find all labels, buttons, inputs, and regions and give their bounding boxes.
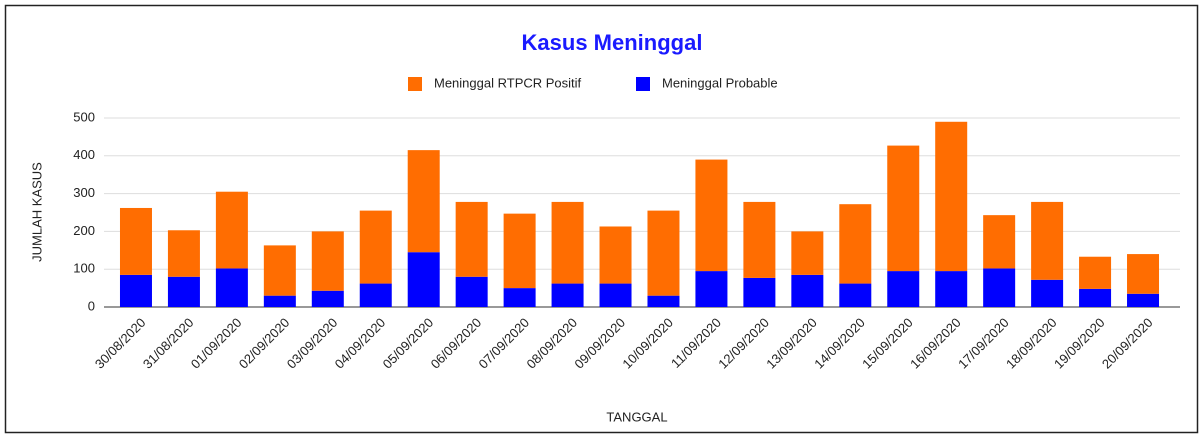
y-tick-label: 100 [73, 261, 95, 276]
bar-segment [887, 271, 920, 307]
bar-segment [551, 283, 584, 307]
bar-segment [1031, 279, 1064, 307]
bar-segment [1079, 288, 1112, 307]
bar-segment [359, 210, 392, 284]
bar-segment [119, 274, 152, 307]
bar-segment [743, 201, 776, 278]
bar-segment [119, 207, 152, 275]
x-axis-label: TANGGAL [606, 409, 667, 424]
bar-segment [455, 276, 488, 307]
bar-segment [263, 245, 296, 296]
bar-segment [311, 231, 344, 291]
y-tick-label: 0 [88, 298, 95, 313]
legend-swatch [636, 77, 650, 91]
bar-segment [647, 295, 680, 307]
bar-segment [695, 159, 728, 272]
legend-swatch [408, 77, 422, 91]
bar-segment [647, 210, 680, 296]
bar-segment [1127, 293, 1160, 307]
legend-label: Meninggal RTPCR Positif [434, 75, 582, 90]
bar-segment [311, 290, 344, 307]
y-tick-label: 300 [73, 185, 95, 200]
bar-segment [935, 121, 968, 272]
bar-segment [1127, 254, 1160, 294]
bar-segment [983, 268, 1016, 307]
bar-segment [791, 274, 824, 307]
bar-segment [503, 213, 536, 289]
bar-segment [599, 283, 632, 307]
bar-segment [215, 191, 248, 269]
bar-segment [1031, 201, 1064, 280]
frame [4, 4, 1199, 434]
legend-label: Meninggal Probable [662, 75, 778, 90]
bar-segment [743, 277, 776, 307]
bar-segment [455, 201, 488, 277]
bar-segment [935, 271, 968, 307]
bar-segment [599, 226, 632, 284]
y-tick-label: 200 [73, 223, 95, 238]
bar-segment [359, 283, 392, 307]
y-tick-label: 500 [73, 109, 95, 124]
bar-segment [839, 283, 872, 307]
bar-segment [503, 288, 536, 307]
bar-segment [695, 271, 728, 307]
bar-segment [407, 252, 440, 307]
y-axis-label: JUMLAH KASUS [29, 162, 44, 262]
bar-segment [215, 268, 248, 307]
bar-segment [167, 230, 200, 277]
bar-segment [167, 276, 200, 307]
bar-segment [263, 295, 296, 307]
bar-segment [839, 204, 872, 284]
bar-segment [791, 231, 824, 275]
bar-segment [407, 150, 440, 253]
bar-segment [887, 145, 920, 272]
bar-segment [1079, 256, 1112, 289]
bar-segment [983, 215, 1016, 269]
bar-segment [551, 201, 584, 284]
chart-title: Kasus Meninggal [522, 30, 703, 55]
y-tick-label: 400 [73, 147, 95, 162]
